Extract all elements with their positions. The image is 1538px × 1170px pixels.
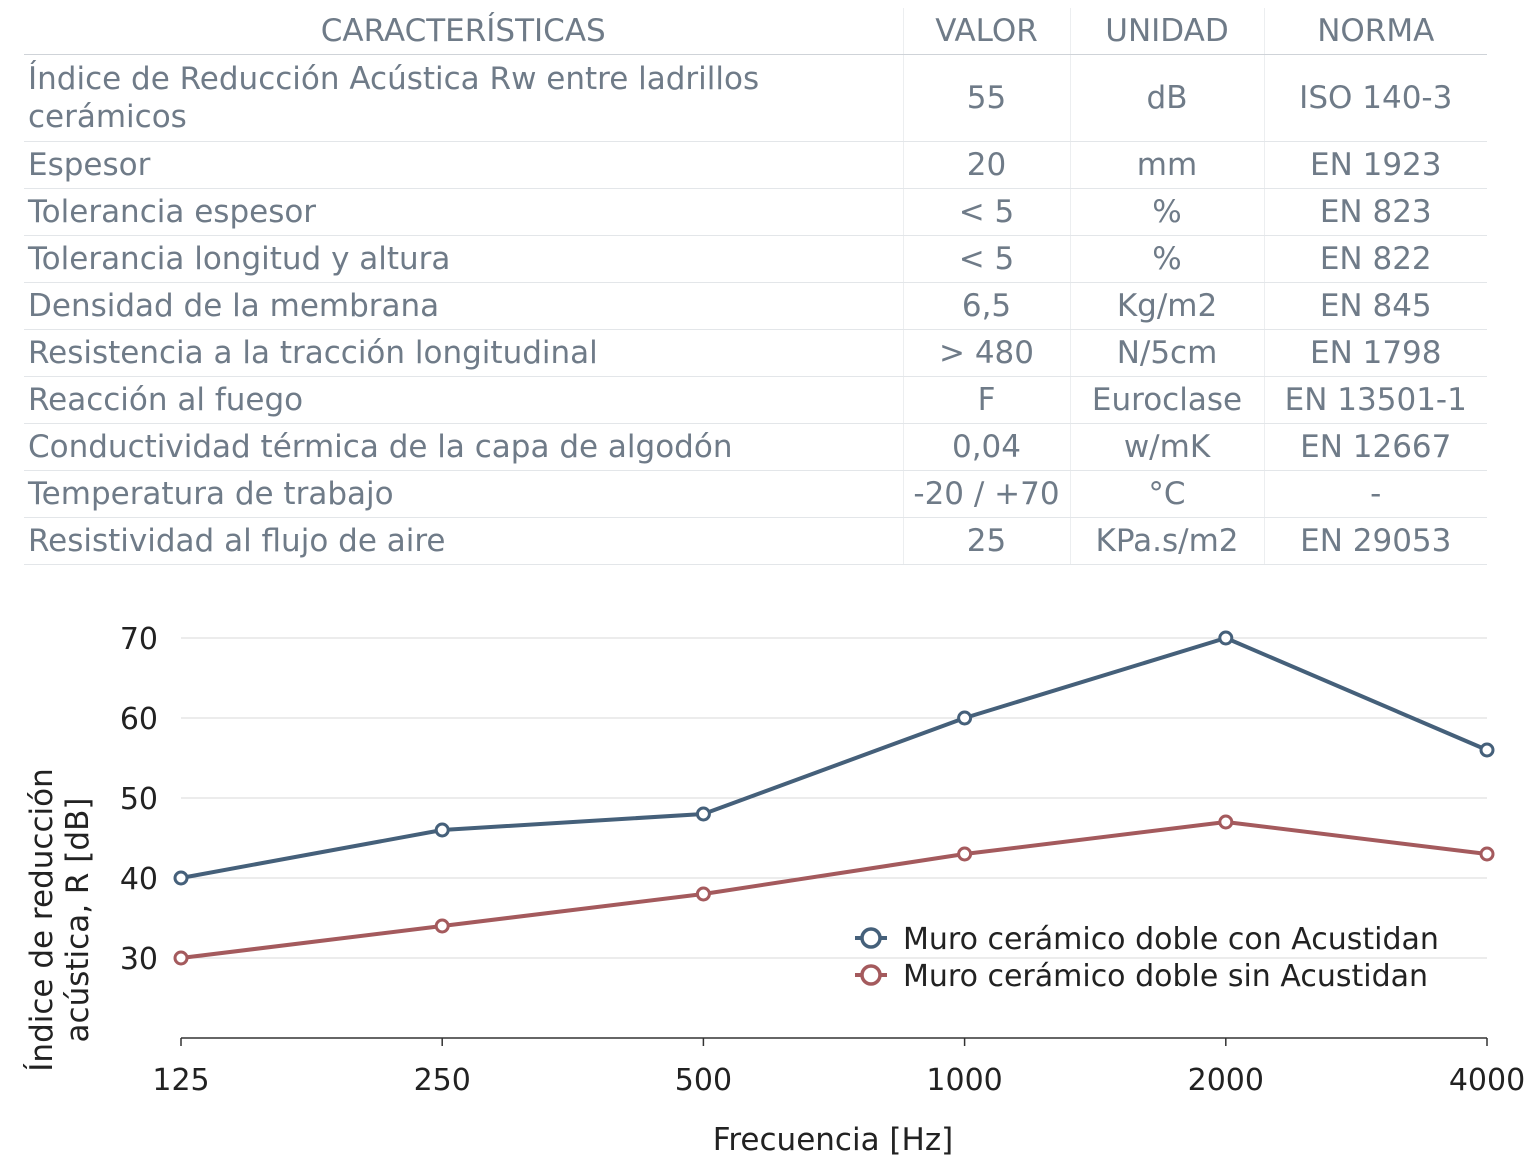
unit-cell: °C <box>1070 470 1265 518</box>
norm-cell: EN 13501-1 <box>1264 376 1487 424</box>
table-row: Reacción al fuego F Euroclase EN 13501-1 <box>24 376 1487 424</box>
header-value: VALOR <box>903 8 1071 55</box>
y-axis-title-line: Índice de reducción <box>24 768 60 1071</box>
x-tick-label: 1000 <box>926 1063 1002 1098</box>
specifications-table: CARACTERÍSTICAS VALOR UNIDAD NORMA Índic… <box>24 8 1487 565</box>
header-characteristics: CARACTERÍSTICAS <box>24 8 904 55</box>
value-cell: 55 <box>903 54 1071 142</box>
characteristic-cell: Resistencia a la tracción longitudinal <box>24 329 904 377</box>
data-point <box>173 950 189 966</box>
data-point <box>1218 630 1234 646</box>
unit-cell: Euroclase <box>1070 376 1265 424</box>
data-point <box>173 870 189 886</box>
norm-cell: ISO 140-3 <box>1264 54 1487 142</box>
data-point <box>1218 814 1234 830</box>
y-tick-label: 30 <box>120 942 158 977</box>
norm-cell: EN 1798 <box>1264 329 1487 377</box>
data-point <box>695 806 711 822</box>
value-cell: 6,5 <box>903 282 1071 330</box>
x-tick-label: 4000 <box>1449 1063 1525 1098</box>
chart-series <box>173 630 1495 966</box>
table-row: Tolerancia espesor < 5 % EN 823 <box>24 188 1487 236</box>
legend-item: Muro cerámico doble con Acustidan <box>855 922 1439 957</box>
unit-cell: w/mK <box>1070 423 1265 471</box>
value-cell: -20 / +70 <box>903 470 1071 518</box>
table-row: Resistencia a la tracción longitudinal >… <box>24 329 1487 377</box>
table-row: Densidad de la membrana 6,5 Kg/m2 EN 845 <box>24 282 1487 330</box>
norm-cell: EN 1923 <box>1264 141 1487 189</box>
data-point <box>1479 846 1495 862</box>
characteristic-cell: Espesor <box>24 141 904 189</box>
legend-label: Muro cerámico doble sin Acustidan <box>903 959 1428 994</box>
data-point <box>957 846 973 862</box>
value-cell: 20 <box>903 141 1071 189</box>
unit-cell: dB <box>1070 54 1265 142</box>
header-unit: UNIDAD <box>1070 8 1265 55</box>
x-axis-title: Frecuencia [Hz] <box>713 1122 953 1158</box>
table-row: Temperatura de trabajo -20 / +70 °C - <box>24 470 1487 518</box>
legend-item: Muro cerámico doble sin Acustidan <box>855 959 1428 994</box>
norm-cell: EN 12667 <box>1264 423 1487 471</box>
series-line <box>180 636 1488 880</box>
series-2 <box>173 814 1495 966</box>
characteristic-cell: Densidad de la membrana <box>24 282 904 330</box>
data-point <box>434 918 450 934</box>
value-cell: 0,04 <box>903 423 1071 471</box>
value-cell: > 480 <box>903 329 1071 377</box>
y-tick-label: 70 <box>120 622 158 657</box>
y-axis-title-line: acústica, R [dB] <box>60 798 96 1043</box>
value-cell: < 5 <box>903 188 1071 236</box>
norm-cell: EN 822 <box>1264 235 1487 283</box>
data-point <box>1479 742 1495 758</box>
unit-cell: N/5cm <box>1070 329 1265 377</box>
x-tick-label: 250 <box>414 1063 471 1098</box>
grid-lines <box>181 637 1487 959</box>
x-tick-label: 500 <box>675 1063 732 1098</box>
table-row: Espesor 20 mm EN 1923 <box>24 141 1487 189</box>
header-norm: NORMA <box>1264 8 1487 55</box>
legend-marker <box>860 964 882 986</box>
value-cell: < 5 <box>903 235 1071 283</box>
table-row: Tolerancia longitud y altura < 5 % EN 82… <box>24 235 1487 283</box>
acoustic-reduction-chart: 30 40 50 60 70 125 250 500 1000 2000 4000 Muro cer… <box>24 622 1525 1158</box>
norm-cell: EN 845 <box>1264 282 1487 330</box>
unit-cell: mm <box>1070 141 1265 189</box>
characteristic-cell: Temperatura de trabajo <box>24 470 904 518</box>
characteristic-cell: Tolerancia espesor <box>24 188 904 236</box>
characteristic-cell: Conductividad térmica de la capa de algo… <box>24 423 904 471</box>
x-tick-label: 2000 <box>1188 1063 1264 1098</box>
norm-cell: - <box>1264 470 1487 518</box>
table-row: Índice de Reducción Acústica Rw entre la… <box>24 54 1487 142</box>
norm-cell: EN 823 <box>1264 188 1487 236</box>
data-point <box>695 886 711 902</box>
unit-cell: Kg/m2 <box>1070 282 1265 330</box>
value-cell: F <box>903 376 1071 424</box>
norm-cell: EN 29053 <box>1264 517 1487 565</box>
y-tick-label: 60 <box>120 702 158 737</box>
characteristic-cell: Índice de Reducción Acústica Rw entre la… <box>24 54 904 142</box>
legend-marker <box>860 927 882 949</box>
y-tick-label: 50 <box>120 782 158 817</box>
unit-cell: % <box>1070 188 1265 236</box>
y-axis-title: Índice de reducciónacústica, R [dB] <box>24 768 96 1071</box>
table-row: Resistividad al flujo de aire 25 KPa.s/m… <box>24 517 1487 565</box>
data-point <box>957 710 973 726</box>
value-cell: 25 <box>903 517 1071 565</box>
characteristic-cell: Resistividad al flujo de aire <box>24 517 904 565</box>
unit-cell: KPa.s/m2 <box>1070 517 1265 565</box>
unit-cell: % <box>1070 235 1265 283</box>
chart-axes: 30 40 50 60 70 125 250 500 1000 2000 4000 <box>120 622 1525 1098</box>
data-point <box>434 822 450 838</box>
characteristic-cell: Tolerancia longitud y altura <box>24 235 904 283</box>
legend-label: Muro cerámico doble con Acustidan <box>903 922 1439 957</box>
table-row: Conductividad térmica de la capa de algo… <box>24 423 1487 471</box>
series-1 <box>173 630 1495 886</box>
y-tick-label: 40 <box>120 862 158 897</box>
series-line <box>180 820 1488 960</box>
x-tick-label: 125 <box>152 1063 209 1098</box>
table-header-row: CARACTERÍSTICAS VALOR UNIDAD NORMA <box>24 8 1487 55</box>
characteristic-cell: Reacción al fuego <box>24 376 904 424</box>
